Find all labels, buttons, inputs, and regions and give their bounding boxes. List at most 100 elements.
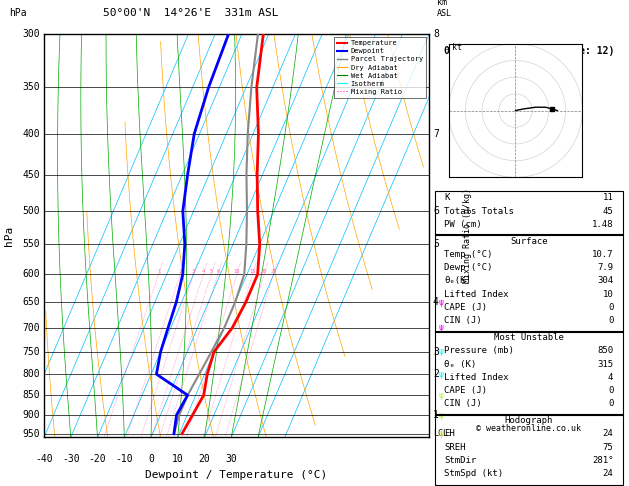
Text: -30: -30 xyxy=(62,453,80,464)
Text: 30: 30 xyxy=(225,453,237,464)
Text: θₑ(K): θₑ(K) xyxy=(444,277,471,285)
Text: CAPE (J): CAPE (J) xyxy=(444,303,487,312)
Text: hPa: hPa xyxy=(9,8,27,18)
Text: 550: 550 xyxy=(23,239,40,249)
Text: 5: 5 xyxy=(209,269,213,275)
Text: 4: 4 xyxy=(608,373,613,382)
Text: 650: 650 xyxy=(23,297,40,307)
Text: 2: 2 xyxy=(179,269,182,275)
Bar xyxy=(435,414,623,485)
Text: 10: 10 xyxy=(603,290,613,299)
Text: 400: 400 xyxy=(23,129,40,139)
Bar xyxy=(435,331,623,415)
Text: ψ: ψ xyxy=(439,411,443,419)
Text: Surface: Surface xyxy=(510,237,548,245)
Text: 500: 500 xyxy=(23,206,40,216)
Text: 24: 24 xyxy=(603,469,613,478)
Text: 700: 700 xyxy=(23,323,40,333)
Text: θₑ (K): θₑ (K) xyxy=(444,360,477,368)
Text: 304: 304 xyxy=(597,277,613,285)
Text: 24: 24 xyxy=(603,429,613,438)
Text: 750: 750 xyxy=(23,347,40,357)
Text: 25: 25 xyxy=(270,269,277,275)
Text: Hodograph: Hodograph xyxy=(504,416,553,425)
Text: 10: 10 xyxy=(233,269,240,275)
Text: Pressure (mb): Pressure (mb) xyxy=(444,346,514,355)
Text: 2: 2 xyxy=(433,369,439,379)
Text: LCL: LCL xyxy=(433,429,448,438)
Text: 600: 600 xyxy=(23,269,40,279)
Text: 6: 6 xyxy=(216,269,220,275)
Text: ψ: ψ xyxy=(439,297,443,307)
Text: 281°: 281° xyxy=(592,456,613,465)
Text: 20: 20 xyxy=(261,269,267,275)
Text: 0: 0 xyxy=(608,386,613,395)
Text: Most Unstable: Most Unstable xyxy=(494,333,564,342)
Text: ψ: ψ xyxy=(439,370,443,379)
Text: 50°00'N  14°26'E  331m ASL: 50°00'N 14°26'E 331m ASL xyxy=(103,8,278,18)
Text: 315: 315 xyxy=(597,360,613,368)
Legend: Temperature, Dewpoint, Parcel Trajectory, Dry Adiabat, Wet Adiabat, Isotherm, Mi: Temperature, Dewpoint, Parcel Trajectory… xyxy=(334,37,426,98)
Text: hPa: hPa xyxy=(4,226,14,246)
Text: 850: 850 xyxy=(597,346,613,355)
Text: 10: 10 xyxy=(172,453,184,464)
Text: © weatheronline.co.uk: © weatheronline.co.uk xyxy=(476,424,581,434)
Text: StmSpd (kt): StmSpd (kt) xyxy=(444,469,503,478)
Bar xyxy=(435,235,623,332)
Text: 900: 900 xyxy=(23,410,40,420)
Text: SREH: SREH xyxy=(444,443,465,451)
Text: 4: 4 xyxy=(433,297,439,307)
Text: 6: 6 xyxy=(433,206,439,216)
Text: 450: 450 xyxy=(23,170,40,180)
Text: 0: 0 xyxy=(148,453,154,464)
Text: 15: 15 xyxy=(249,269,256,275)
Text: Totals Totals: Totals Totals xyxy=(444,207,514,216)
Text: -10: -10 xyxy=(116,453,133,464)
Text: 20: 20 xyxy=(199,453,210,464)
Text: -20: -20 xyxy=(89,453,106,464)
Text: EH: EH xyxy=(444,429,455,438)
Text: 5: 5 xyxy=(433,239,439,249)
Text: ψ: ψ xyxy=(439,391,443,399)
Text: km
ASL: km ASL xyxy=(437,0,452,18)
Text: ψ: ψ xyxy=(439,323,443,332)
Text: 950: 950 xyxy=(23,429,40,439)
Text: 300: 300 xyxy=(23,29,40,39)
Text: 11: 11 xyxy=(603,193,613,202)
Text: ψ: ψ xyxy=(439,429,443,438)
Text: Temp (°C): Temp (°C) xyxy=(444,250,493,259)
Text: kt: kt xyxy=(452,43,462,52)
Text: 0: 0 xyxy=(608,316,613,326)
Text: CAPE (J): CAPE (J) xyxy=(444,386,487,395)
Text: 8: 8 xyxy=(433,29,439,39)
Text: 1: 1 xyxy=(157,269,160,275)
Text: ψ: ψ xyxy=(439,347,443,356)
Text: StmDir: StmDir xyxy=(444,456,477,465)
Text: 75: 75 xyxy=(603,443,613,451)
Text: 1.48: 1.48 xyxy=(592,220,613,229)
Text: CIN (J): CIN (J) xyxy=(444,399,482,408)
Text: 800: 800 xyxy=(23,369,40,379)
Text: Dewpoint / Temperature (°C): Dewpoint / Temperature (°C) xyxy=(145,469,328,480)
Text: 7: 7 xyxy=(433,129,439,139)
Text: 3: 3 xyxy=(192,269,195,275)
Text: 45: 45 xyxy=(603,207,613,216)
Text: 350: 350 xyxy=(23,83,40,92)
Text: 4: 4 xyxy=(202,269,205,275)
Text: 0: 0 xyxy=(608,399,613,408)
Text: 08.06.2024  09GMT  (Base: 12): 08.06.2024 09GMT (Base: 12) xyxy=(443,46,614,56)
Text: 3: 3 xyxy=(433,347,439,357)
Text: Lifted Index: Lifted Index xyxy=(444,290,509,299)
Text: 7.9: 7.9 xyxy=(597,263,613,272)
Text: K: K xyxy=(444,193,450,202)
Text: CIN (J): CIN (J) xyxy=(444,316,482,326)
Text: -40: -40 xyxy=(35,453,53,464)
Bar xyxy=(435,191,623,235)
Text: PW (cm): PW (cm) xyxy=(444,220,482,229)
Text: Mixing Ratio (g/kg): Mixing Ratio (g/kg) xyxy=(463,188,472,283)
Text: Dewp (°C): Dewp (°C) xyxy=(444,263,493,272)
Text: 0: 0 xyxy=(608,303,613,312)
Text: 10.7: 10.7 xyxy=(592,250,613,259)
Text: 1: 1 xyxy=(433,410,439,420)
Text: Lifted Index: Lifted Index xyxy=(444,373,509,382)
